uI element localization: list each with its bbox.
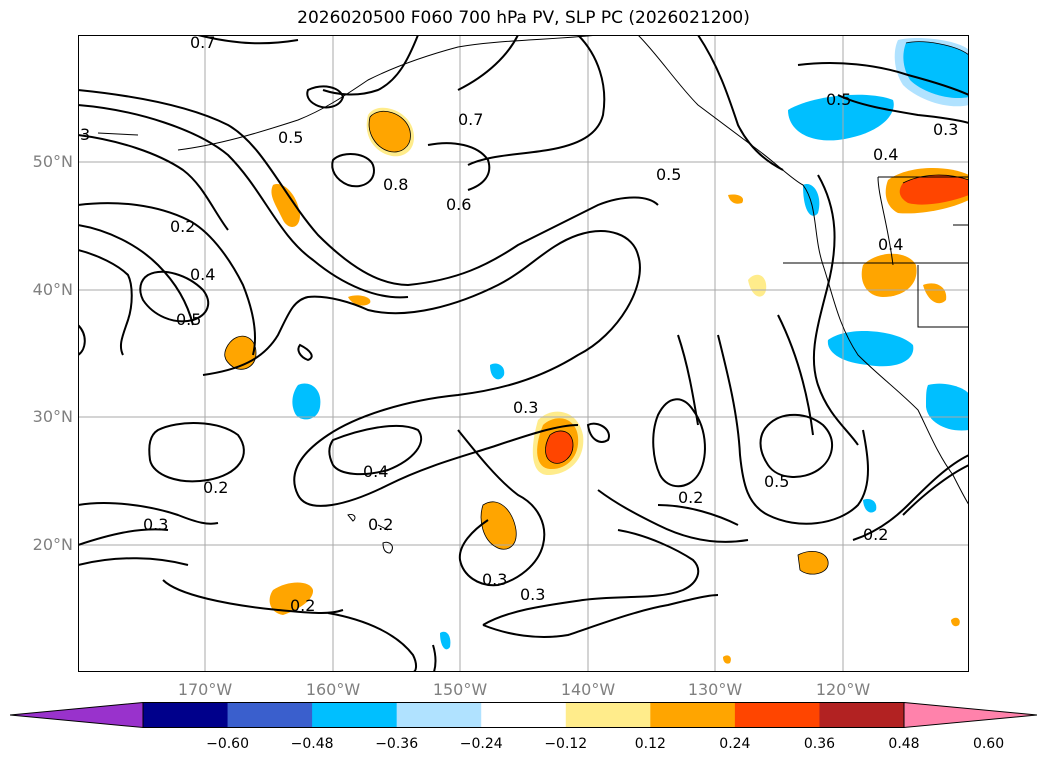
pv-positive-shading	[224, 107, 969, 664]
graticule	[78, 35, 969, 672]
contour-label: 0.7	[190, 35, 215, 52]
contour-label: 0.2	[368, 515, 393, 534]
lat-label-20n: 20°N	[32, 535, 73, 554]
colorbar-segment	[819, 702, 905, 728]
colorbar-tick-label: 0.60	[972, 736, 1005, 752]
contour-label: 0.2	[863, 525, 888, 544]
contour-label: 0.3	[482, 570, 507, 589]
contour-label: 0.2	[290, 596, 315, 615]
colorbar-segment	[312, 702, 398, 728]
contour-label: 0.2	[678, 488, 703, 507]
contour-label: 0.2	[203, 478, 228, 497]
lon-label-170w: 170°W	[177, 680, 233, 699]
lon-label-160w: 160°W	[305, 680, 361, 699]
slp-contours	[78, 35, 969, 672]
contour-labels: 0.7 3 0.5 0.8 0.7 0.6 0.5 0.5 0.4 0.3 0.…	[80, 35, 958, 615]
contour-label: 0.5	[176, 310, 201, 329]
colorbar-tick-label: 0.12	[634, 736, 666, 752]
contour-label: 0.4	[190, 265, 215, 284]
contour-label: 0.5	[278, 128, 303, 147]
map-title: 2026020500 F060 700 hPa PV, SLP PC (2026…	[297, 8, 750, 28]
contour-label: 0.4	[363, 462, 388, 481]
colorbar-segment	[481, 702, 567, 728]
colorbar-segment	[650, 702, 736, 728]
colorbar-extend-low	[10, 702, 143, 728]
pv-contour-lines	[224, 41, 969, 575]
contour-label: 0.2	[170, 217, 195, 236]
colorbar-segment	[734, 702, 820, 728]
colorbar-segment	[396, 702, 482, 728]
map-panel: 0.7 3 0.5 0.8 0.7 0.6 0.5 0.5 0.4 0.3 0.…	[78, 35, 969, 672]
colorbar-extend-high	[904, 702, 1037, 728]
contour-label: 0.8	[383, 175, 408, 194]
lon-label-120w: 120°W	[815, 680, 871, 699]
contour-label: 0.7	[458, 110, 483, 129]
lon-label-140w: 140°W	[560, 680, 616, 699]
contour-label: 0.6	[446, 195, 471, 214]
contour-label: 0.5	[764, 472, 789, 491]
colorbar-tick-label: −0.12	[544, 736, 588, 752]
colorbar-tick-label: 0.24	[719, 736, 751, 752]
contour-label: 3	[80, 125, 90, 144]
contour-label: 0.4	[873, 145, 898, 164]
colorbar	[10, 701, 1037, 729]
colorbar-tick-label: −0.60	[206, 736, 249, 752]
contour-label: 0.4	[878, 235, 903, 254]
lat-label-30n: 30°N	[32, 407, 73, 426]
coastlines	[97, 35, 969, 554]
contour-label: 0.5	[826, 90, 851, 109]
contour-label: 0.3	[143, 515, 168, 534]
lon-label-130w: 130°W	[687, 680, 743, 699]
colorbar-segment	[565, 702, 651, 728]
colorbar-tick-label: −0.36	[375, 736, 419, 752]
colorbar-segments	[10, 702, 1037, 728]
colorbar-tick-label: 0.48	[888, 736, 920, 752]
colorbar-tick-label: −0.24	[459, 736, 503, 752]
lat-label-40n: 40°N	[32, 280, 73, 299]
contour-label: 0.3	[513, 398, 538, 417]
lon-label-150w: 150°W	[432, 680, 488, 699]
lat-label-50n: 50°N	[32, 152, 73, 171]
contour-label: 0.3	[520, 585, 545, 604]
colorbar-segment	[143, 702, 229, 728]
contour-label: 0.5	[656, 165, 681, 184]
contour-label: 0.3	[933, 120, 958, 139]
colorbar-segment	[227, 702, 313, 728]
colorbar-tick-label: 0.36	[803, 736, 836, 752]
colorbar-tick-label: −0.48	[290, 736, 334, 752]
